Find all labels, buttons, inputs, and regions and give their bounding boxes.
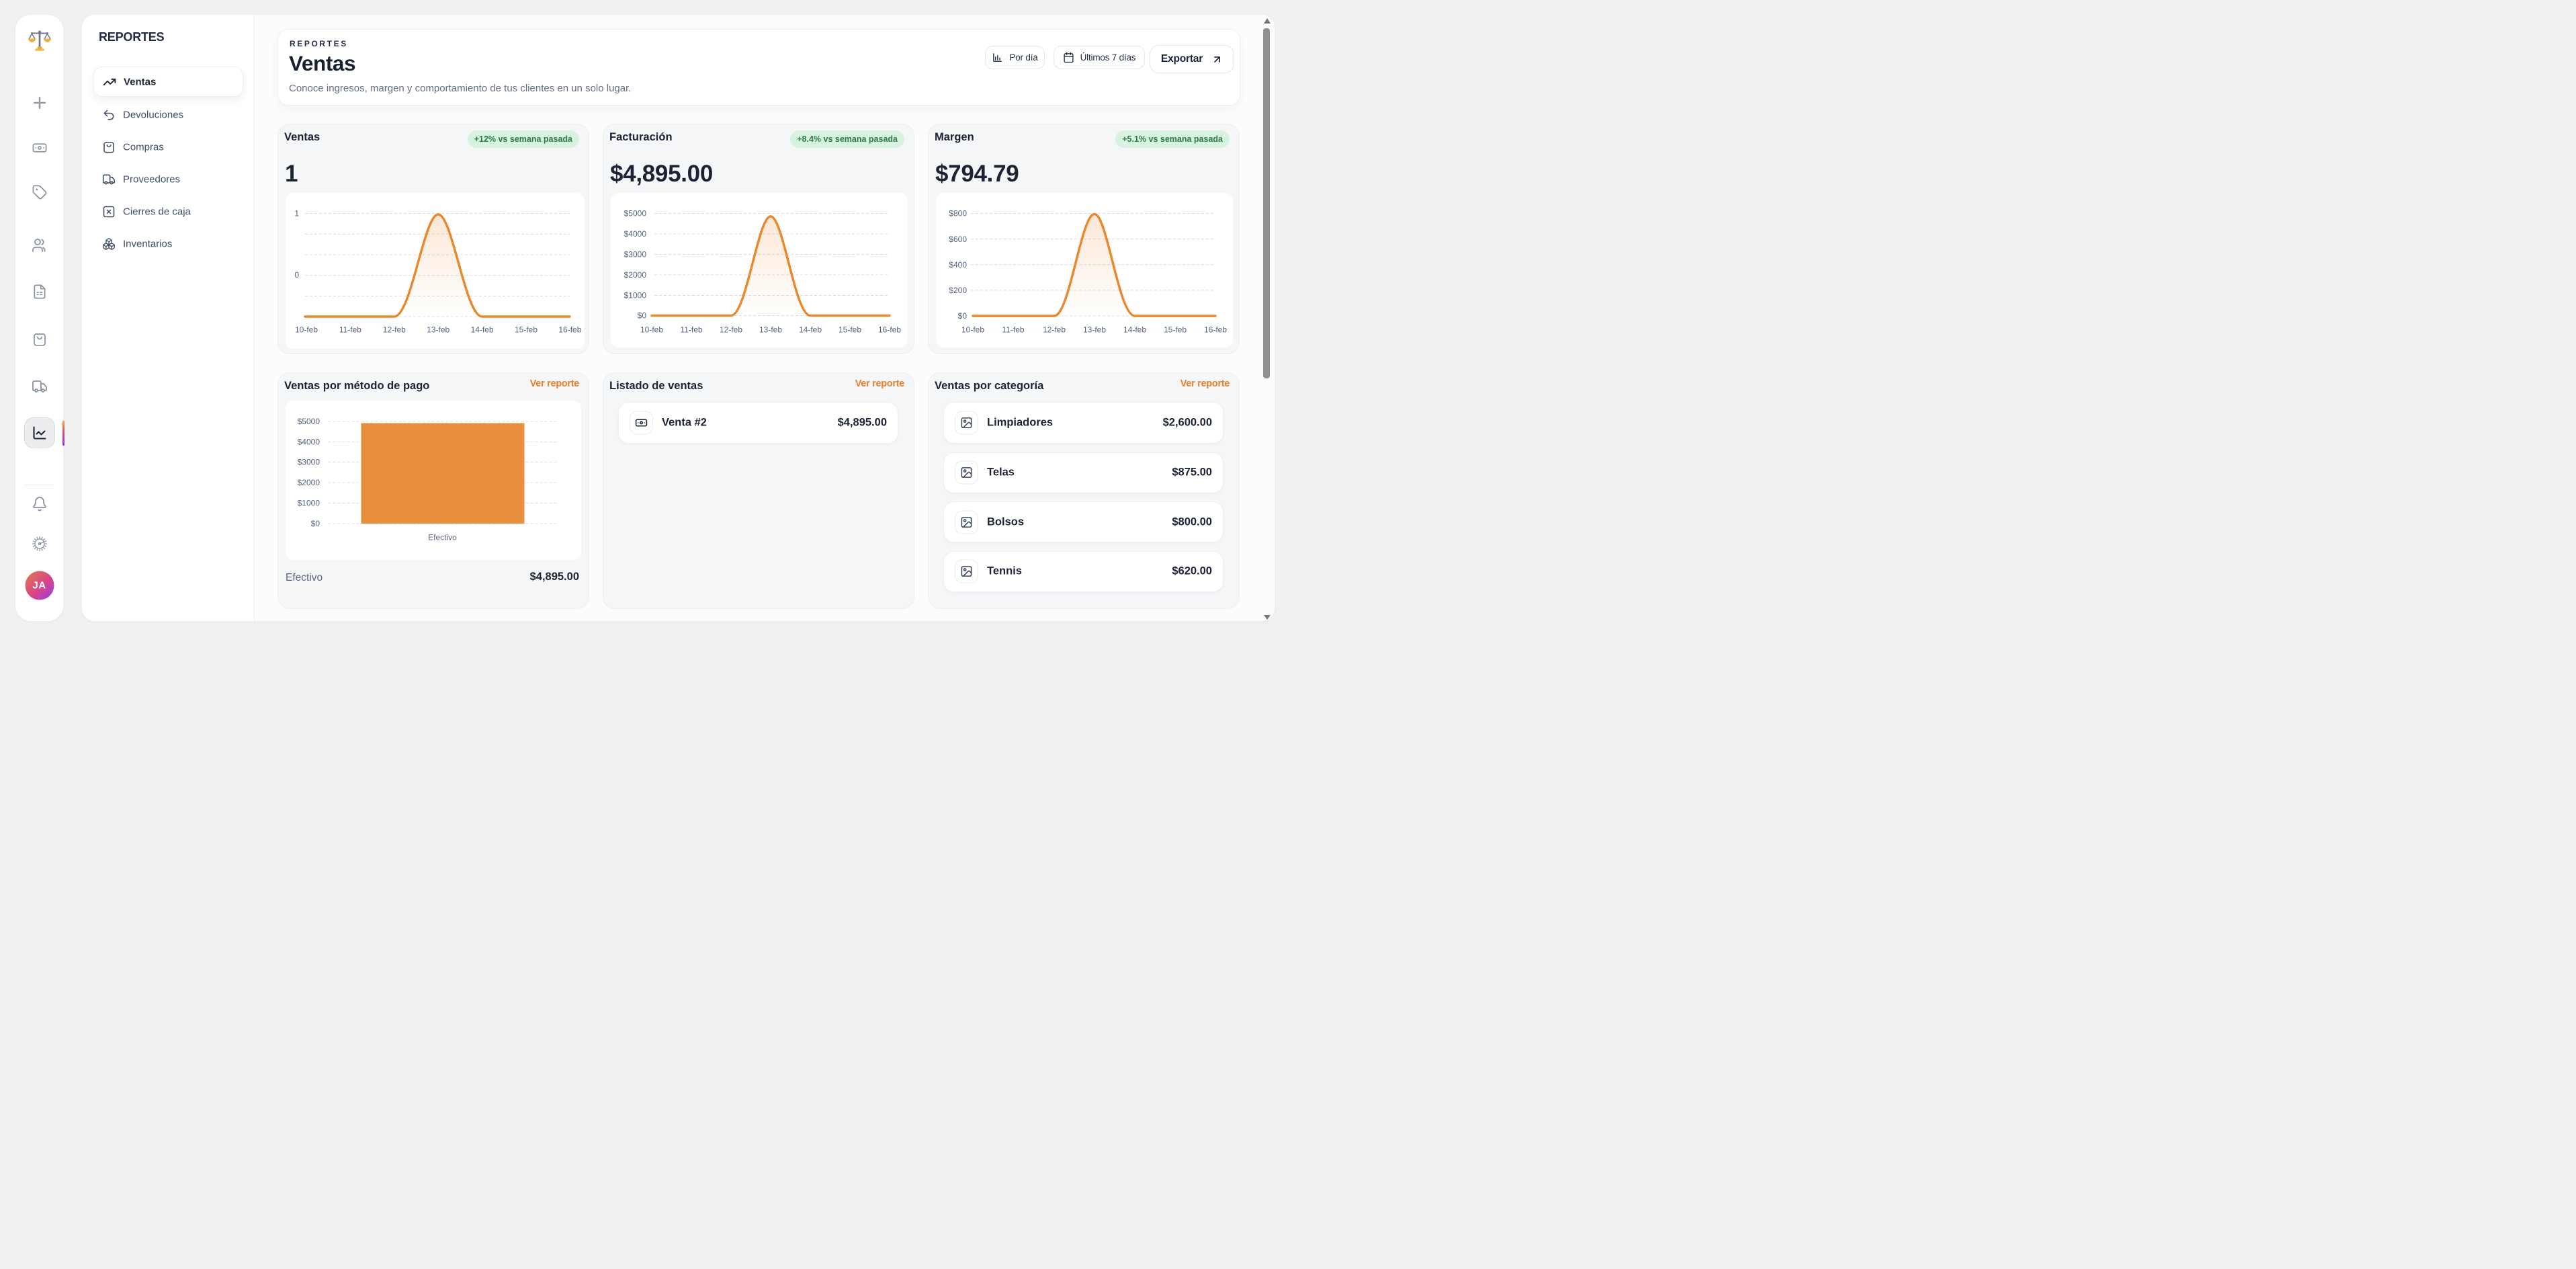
svg-text:$800: $800	[949, 209, 967, 218]
svg-text:11-feb: 11-feb	[1002, 325, 1024, 335]
svg-text:$4000: $4000	[298, 438, 320, 447]
svg-text:$0: $0	[958, 311, 968, 321]
svg-text:$400: $400	[949, 260, 967, 270]
svg-text:16-feb: 16-feb	[878, 325, 901, 335]
svg-text:11-feb: 11-feb	[339, 325, 361, 335]
svg-text:16-feb: 16-feb	[558, 325, 581, 335]
svg-text:$3000: $3000	[298, 458, 320, 467]
svg-text:16-feb: 16-feb	[1204, 325, 1227, 335]
svg-text:10-feb: 10-feb	[640, 325, 663, 335]
svg-text:1: 1	[294, 209, 299, 218]
svg-text:$0: $0	[638, 311, 647, 321]
svg-text:10-feb: 10-feb	[295, 325, 318, 335]
svg-text:14-feb: 14-feb	[799, 325, 822, 335]
svg-text:10-feb: 10-feb	[961, 325, 984, 335]
svg-text:$1000: $1000	[624, 291, 647, 300]
svg-text:12-feb: 12-feb	[383, 325, 406, 335]
svg-text:0: 0	[294, 270, 299, 280]
svg-text:13-feb: 13-feb	[1083, 325, 1106, 335]
svg-text:12-feb: 12-feb	[1043, 325, 1066, 335]
svg-text:15-feb: 15-feb	[515, 325, 538, 335]
svg-text:$0: $0	[311, 519, 320, 528]
svg-text:$1000: $1000	[298, 499, 320, 508]
svg-text:$2000: $2000	[298, 478, 320, 487]
svg-text:$3000: $3000	[624, 250, 647, 259]
svg-text:$200: $200	[949, 286, 967, 295]
svg-text:12-feb: 12-feb	[720, 325, 742, 335]
svg-text:11-feb: 11-feb	[680, 325, 702, 335]
svg-text:$5000: $5000	[298, 417, 320, 426]
svg-text:$5000: $5000	[624, 209, 647, 218]
svg-text:14-feb: 14-feb	[1123, 325, 1146, 335]
svg-text:13-feb: 13-feb	[427, 325, 449, 335]
svg-text:$2000: $2000	[624, 270, 647, 280]
svg-text:15-feb: 15-feb	[1164, 325, 1187, 335]
svg-text:$600: $600	[949, 235, 967, 244]
svg-text:15-feb: 15-feb	[839, 325, 861, 335]
svg-text:13-feb: 13-feb	[759, 325, 782, 335]
svg-text:$4000: $4000	[624, 229, 647, 239]
svg-text:Efectivo: Efectivo	[428, 533, 457, 542]
svg-text:14-feb: 14-feb	[471, 325, 494, 335]
